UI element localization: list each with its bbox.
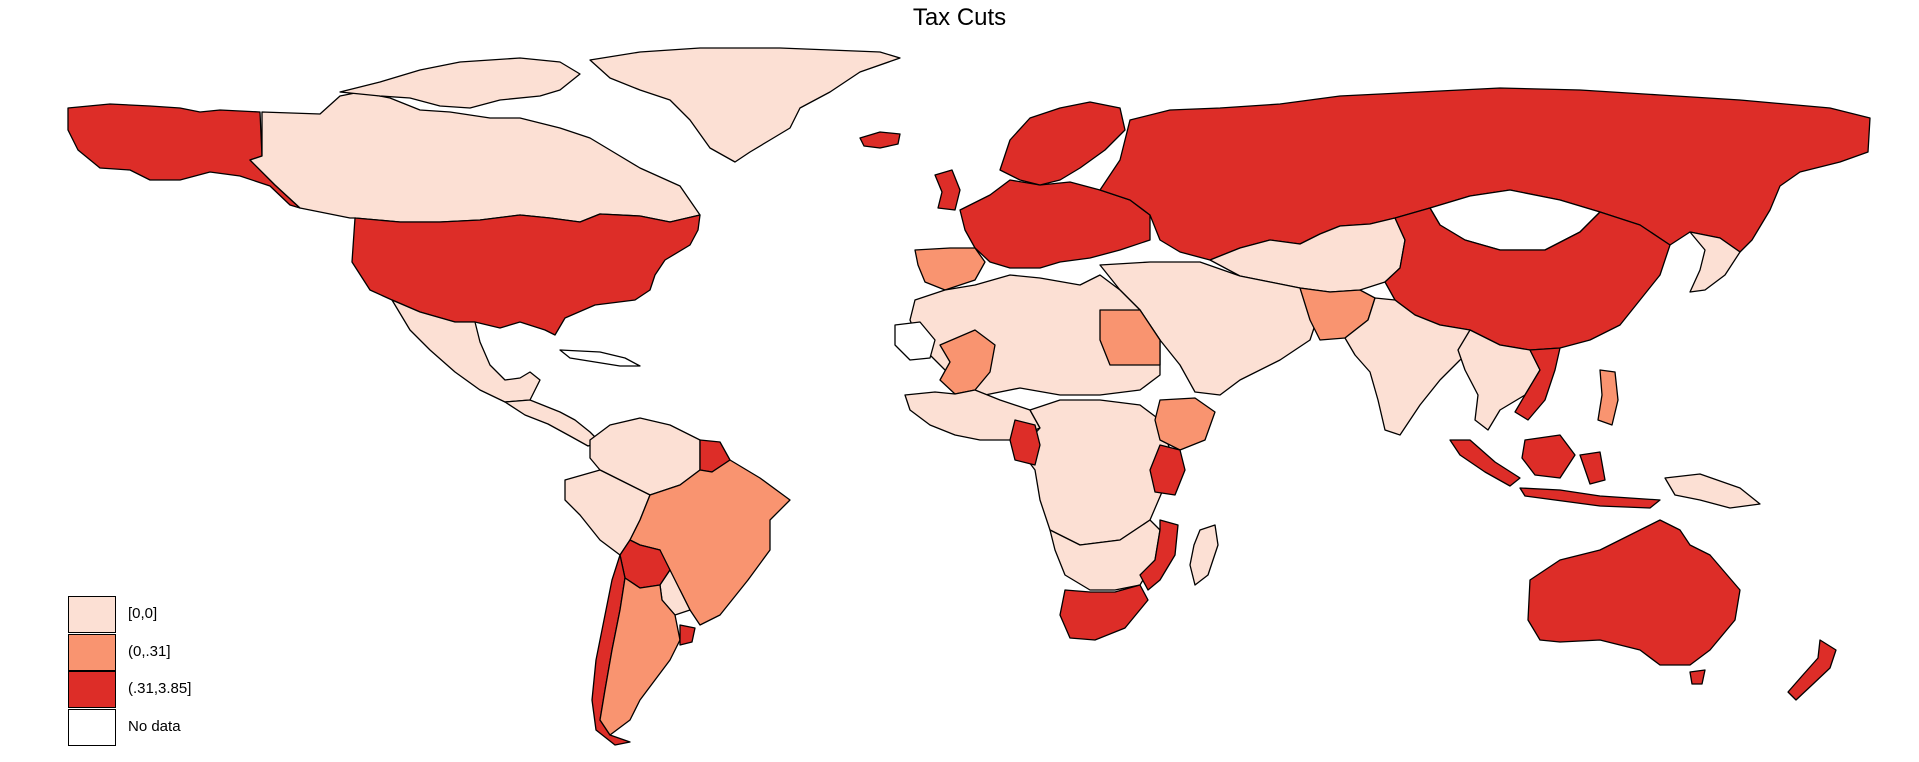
legend-label-nodata: No data <box>128 717 181 735</box>
region-canada[interactable]: Canada <box>249 91 701 223</box>
legend-label-low: (0,.31] <box>128 642 171 660</box>
region-japan[interactable]: Japan <box>1689 231 1741 293</box>
region-uk[interactable]: Western Europe <box>934 169 961 211</box>
region-cameroon[interactable]: Cameroon <box>1009 419 1041 466</box>
region-argentina[interactable]: Argentina <box>599 577 681 736</box>
region-south-africa[interactable]: South Africa <box>1059 584 1149 641</box>
region-iceland[interactable]: Iceland <box>859 131 901 149</box>
region-new-zealand[interactable]: New Zealand <box>1787 639 1837 701</box>
region-greenland[interactable]: Greenland <box>589 47 901 163</box>
map-title: Tax Cuts <box>912 4 1007 31</box>
region-vietnam[interactable]: Vietnam <box>1514 347 1561 421</box>
country-layer: Alaska (USA) Canada Canada Greenland Ice… <box>67 47 1871 746</box>
region-kenya[interactable]: Kenya <box>1149 444 1186 496</box>
region-canada-islands[interactable]: Canada <box>339 57 581 109</box>
region-caribbean[interactable]: Caribbean <box>559 349 641 367</box>
region-central-america[interactable]: Central America <box>504 399 601 447</box>
region-scandinavia[interactable]: Scandinavia <box>999 101 1126 186</box>
region-india[interactable]: India <box>1344 297 1481 436</box>
region-southeast-asia[interactable]: Southeast Asia <box>1457 329 1541 431</box>
region-alaska[interactable]: Alaska (USA) <box>67 103 301 209</box>
legend-swatch-nodata <box>68 708 116 746</box>
region-egypt[interactable]: Egypt <box>1099 309 1161 366</box>
region-papua-new-guinea[interactable]: Papua New Guinea <box>1664 473 1761 509</box>
legend-swatch-zero <box>68 596 116 633</box>
legend-swatch-high <box>68 671 116 708</box>
region-western-sahara[interactable]: Western Sahara <box>894 321 936 361</box>
region-indonesia-sumatra[interactable]: Indonesia <box>1449 439 1521 487</box>
region-philippines[interactable]: Philippines <box>1597 369 1619 426</box>
region-mozambique[interactable]: Mozambique <box>1139 519 1179 591</box>
region-iberia[interactable]: Iberia <box>914 247 986 291</box>
region-tasmania[interactable]: Australia <box>1689 669 1706 685</box>
region-mexico[interactable]: Mexico <box>391 299 541 403</box>
region-uruguay[interactable]: Uruguay <box>679 624 696 646</box>
region-australia[interactable]: Australia <box>1527 519 1741 666</box>
region-indonesia-borneo-java[interactable]: Indonesia <box>1519 434 1661 509</box>
legend-label-high: (.31,3.85] <box>128 680 192 697</box>
region-madagascar[interactable]: Madagascar <box>1189 524 1219 586</box>
region-ethiopia[interactable]: Ethiopia <box>1154 397 1216 451</box>
legend-label-zero: [0,0] <box>128 605 158 622</box>
legend-swatch-low <box>68 633 116 671</box>
